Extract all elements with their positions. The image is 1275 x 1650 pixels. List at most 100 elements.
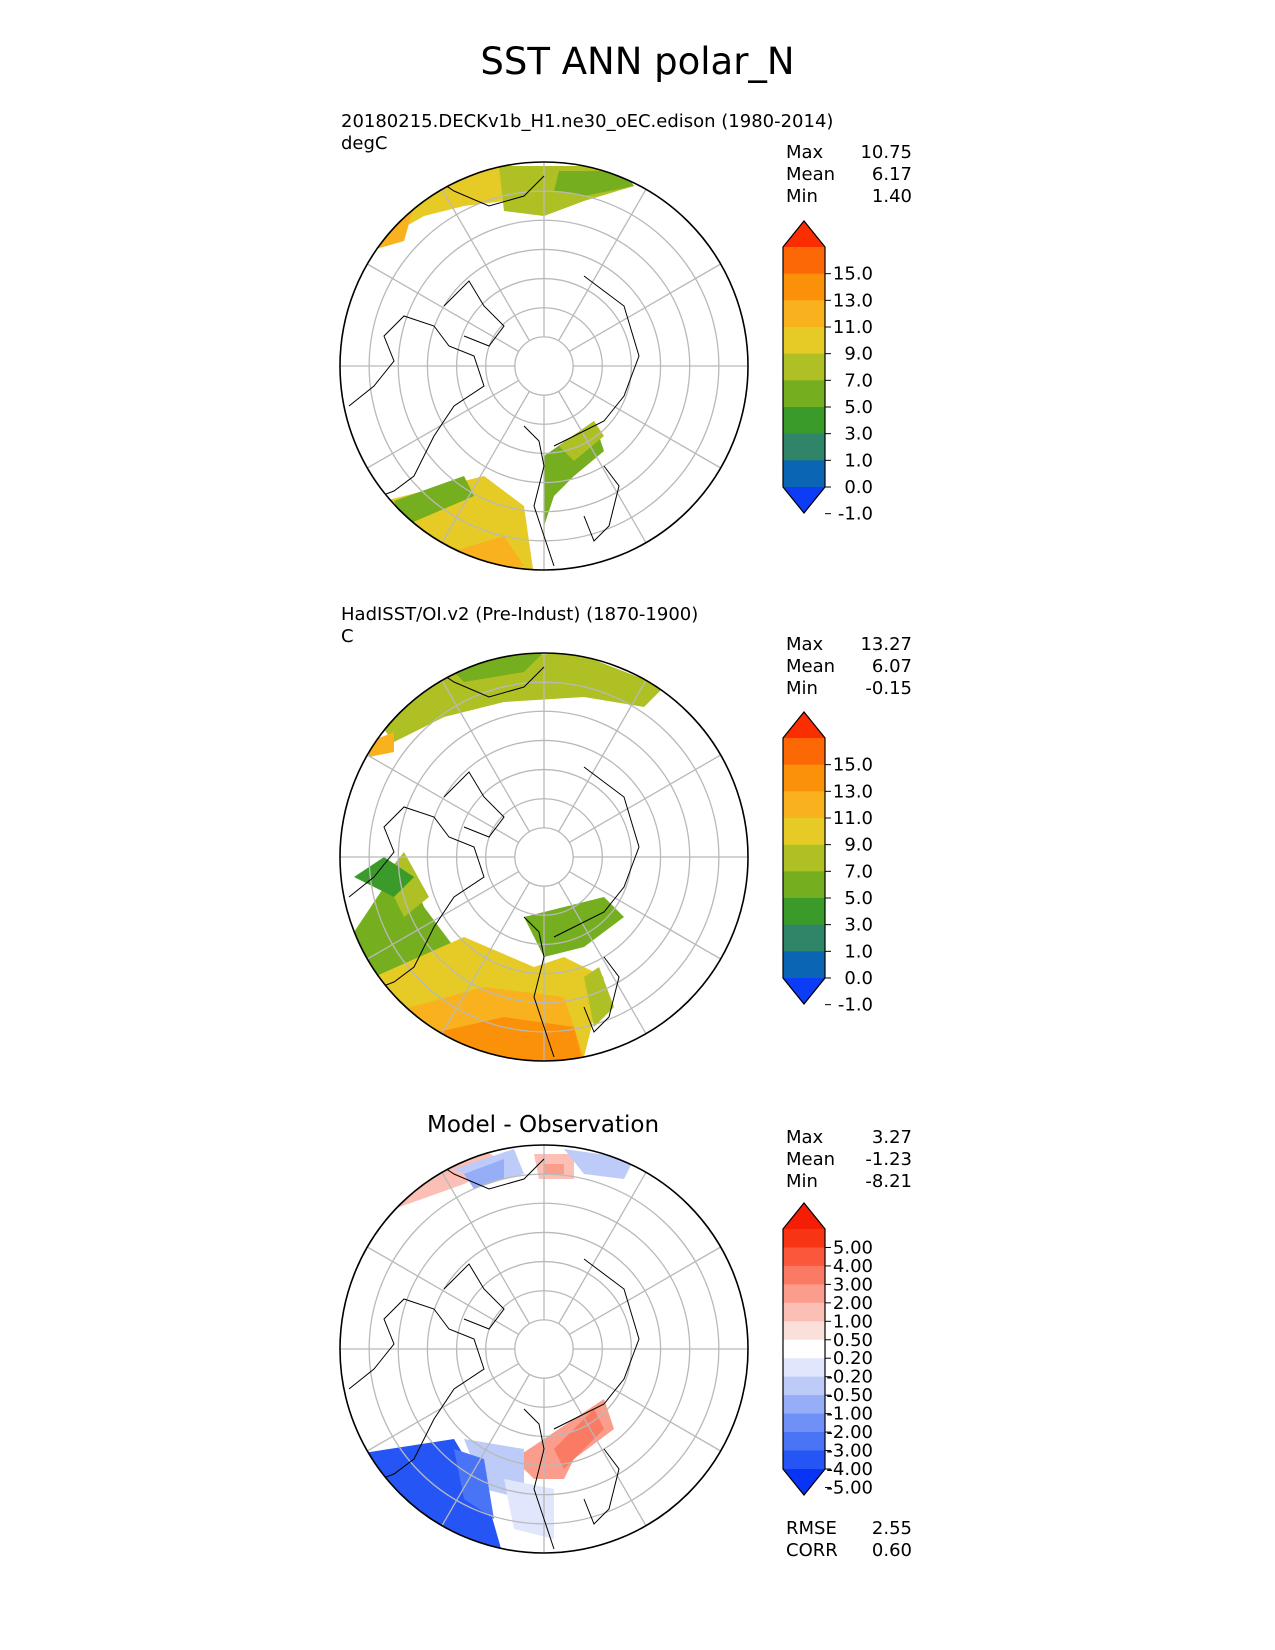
colorbar-tick-label: 15.0 — [833, 755, 873, 776]
stat-label: Min — [786, 1171, 818, 1192]
colorbar-tick-label: 15.0 — [833, 264, 873, 285]
figure-title: SST ANN polar_N — [480, 40, 795, 83]
colorbar-tick-label: 4.00 — [833, 1256, 873, 1277]
colorbar-tick-label: 2.00 — [833, 1293, 873, 1314]
coastline — [583, 1448, 620, 1525]
field-region — [559, 421, 604, 461]
colorbar-tick-label: 13.0 — [833, 781, 873, 802]
colorbar-segment — [783, 300, 825, 328]
meridian-line — [558, 390, 647, 543]
coastline — [523, 916, 555, 1058]
colorbar-tick-label: -0.50 — [826, 1385, 873, 1406]
stat-label: Mean — [786, 656, 836, 677]
colorbar-tick-label: -2.00 — [826, 1422, 873, 1443]
field-region — [454, 1449, 494, 1519]
meridian-line — [568, 1246, 721, 1335]
map-boundary — [339, 652, 749, 1062]
stat-value: 2.55 — [871, 1518, 912, 1539]
colorbar-segment — [783, 353, 825, 381]
meridian-line — [558, 1373, 647, 1526]
colorbar-tick-label: 5.0 — [844, 888, 873, 909]
meridian-line — [367, 754, 520, 843]
map-boundary — [339, 161, 749, 571]
colorbar-segment — [783, 951, 825, 979]
colorbar-tick-label: 13.0 — [833, 290, 873, 311]
colorbar-segment — [783, 1339, 825, 1359]
colorbar-segment — [783, 764, 825, 792]
coastline — [443, 1263, 505, 1330]
colorbar-extend-min — [783, 487, 825, 513]
field-region — [584, 967, 614, 1027]
meridian-line — [367, 380, 520, 469]
panel1-title: 20180215.DECKv1b_H1.ne30_oEC.edison (198… — [341, 111, 834, 132]
field-region — [544, 1164, 564, 1174]
meridian-line — [441, 881, 530, 1034]
colorbar-segment — [783, 327, 825, 355]
colorbar-tick-label: -4.00 — [826, 1459, 873, 1480]
stat-value: 6.07 — [871, 656, 912, 677]
colorbar-segment — [783, 1450, 825, 1470]
panel2-units: C — [341, 626, 354, 647]
colorbar-extend-max — [783, 1203, 825, 1229]
meridian-line — [441, 189, 530, 342]
colorbar-segment — [783, 273, 825, 301]
colorbar-segment — [783, 738, 825, 766]
meridian-line — [441, 1172, 530, 1325]
colorbar-extend-min — [783, 978, 825, 1004]
meridian-line — [367, 1246, 520, 1335]
map-boundary — [339, 1144, 749, 1554]
stat-label: RMSE — [786, 1518, 837, 1539]
meridian-line — [558, 680, 647, 833]
colorbar-tick-label: 9.0 — [844, 344, 873, 365]
stat-value: 6.17 — [871, 164, 912, 185]
colorbar-extend-min — [783, 1469, 825, 1495]
colorbar-segment — [783, 380, 825, 408]
panel1-units: degC — [341, 133, 388, 154]
field-region — [369, 732, 394, 757]
colorbar-tick-label: -3.00 — [826, 1441, 873, 1462]
colorbar-tick-label: 9.0 — [844, 835, 873, 856]
panel2-stats: Max 13.27 Mean 6.07 Min -0.15 — [786, 634, 912, 700]
colorbar-segment — [783, 1358, 825, 1378]
meridian-line — [367, 871, 520, 960]
colorbar-segment — [783, 924, 825, 952]
coastline — [553, 275, 640, 447]
coastline — [443, 771, 505, 838]
coastline — [553, 766, 640, 938]
colorbar-tick-label: 0.0 — [844, 968, 873, 989]
stat-label: CORR — [786, 1540, 838, 1561]
colorbar-segment — [783, 844, 825, 872]
colorbar-segment — [783, 1302, 825, 1322]
colorbar-tick-label: -1.00 — [826, 1404, 873, 1425]
meridian-line — [367, 263, 520, 352]
colorbar-segment — [783, 460, 825, 488]
coastline — [348, 315, 485, 507]
meridian-line — [441, 390, 530, 543]
panel3-title: Model - Observation — [427, 1112, 660, 1138]
colorbar-segment — [783, 898, 825, 926]
colorbar-segment — [783, 791, 825, 819]
colorbar-tick-label: 11.0 — [833, 808, 873, 829]
meridian-line — [367, 1363, 520, 1452]
colorbar-segment — [783, 1265, 825, 1285]
colorbar-segment — [783, 1321, 825, 1341]
colorbar-extend-max — [783, 221, 825, 247]
panel3-extra-stats: RMSE 2.55 CORR 0.60 — [786, 1518, 912, 1562]
stat-label: Min — [786, 186, 818, 207]
stat-value: -0.15 — [865, 678, 912, 699]
colorbar-tick-label: 5.0 — [844, 397, 873, 418]
meridian-line — [441, 1373, 530, 1526]
meridian-line — [568, 263, 721, 352]
stat-label: Max — [786, 1127, 824, 1148]
field-region — [554, 1409, 604, 1469]
colorbar-segment — [783, 1229, 825, 1248]
coastline — [553, 1258, 640, 1430]
colorbar-tick-label: -5.00 — [826, 1477, 873, 1498]
stat-value: -1.23 — [865, 1149, 912, 1170]
colorbar-tick-label: 7.0 — [844, 370, 873, 391]
colorbar-segment — [783, 1247, 825, 1267]
colorbar-segment — [783, 871, 825, 899]
